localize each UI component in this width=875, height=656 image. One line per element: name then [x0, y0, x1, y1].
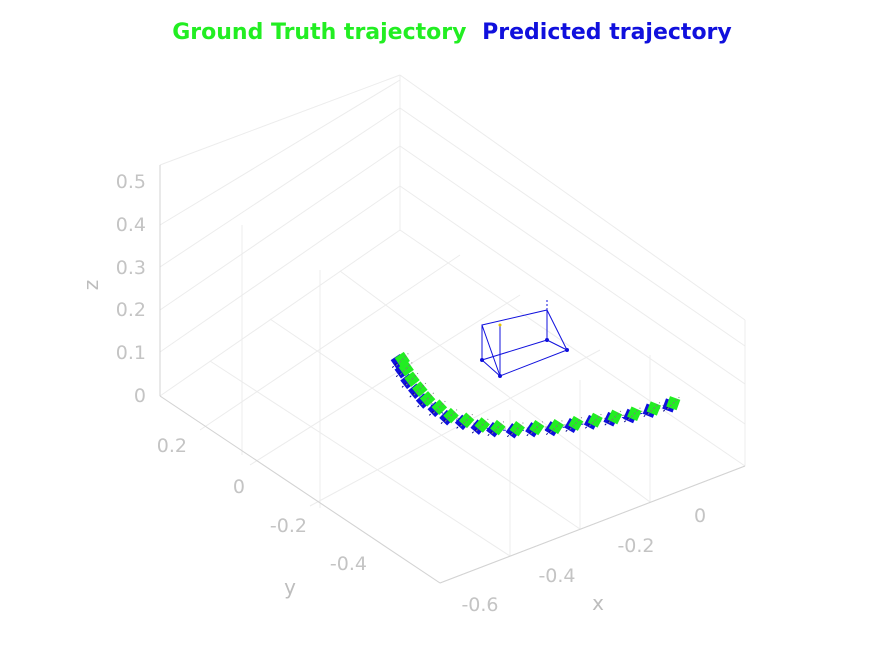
z-tick: 0.1: [116, 342, 146, 364]
x-tick: -0.6: [461, 594, 498, 616]
ground-truth-point: [509, 421, 525, 437]
ground-truth-point: [431, 399, 448, 415]
ground-truth-point: [404, 371, 420, 387]
z-tick: 0.3: [116, 257, 146, 279]
title-predicted: Predicted trajectory: [482, 20, 732, 45]
ground-truth-point: [474, 417, 490, 433]
chart-title: Ground Truth trajectory Predicted trajec…: [172, 20, 732, 45]
x-tick: 0: [694, 505, 706, 527]
y-tick: -0.2: [270, 515, 307, 537]
ground-truth-point: [394, 351, 410, 368]
ground-truth-point: [529, 419, 545, 436]
ground-truth-point: [627, 406, 642, 422]
ground-truth-point: [458, 412, 475, 429]
title-ground-truth: Ground Truth trajectory: [172, 20, 466, 45]
z-tick: 0.4: [116, 214, 146, 236]
ground-truth-point: [419, 391, 436, 407]
camera-frustum: [480, 300, 569, 378]
z-tick: 0: [134, 385, 146, 407]
x-axis-label: x: [592, 591, 604, 615]
ground-truth-point: [587, 412, 603, 428]
ground-truth-point: [666, 396, 681, 411]
ground-truth-point: [568, 415, 584, 431]
x-axis-ticks: -0.6 -0.4 -0.2 0: [461, 505, 706, 616]
ground-truth-point: [548, 419, 564, 435]
y-axis-label: y: [284, 575, 296, 599]
z-tick: 0.5: [116, 171, 146, 193]
ground-truth-point: [607, 409, 623, 425]
z-axis-label: z: [79, 280, 103, 291]
grid-lines: [159, 74, 746, 584]
ground-truth-point: [443, 407, 459, 424]
y-tick: 0.2: [157, 435, 187, 457]
ground-truth-point: [490, 419, 506, 436]
x-tick: -0.4: [538, 565, 575, 587]
y-tick: -0.4: [330, 553, 367, 575]
axes: [159, 165, 746, 584]
trajectory-markers: [390, 351, 681, 439]
z-axis-ticks: 0 0.1 0.2 0.3 0.4 0.5: [116, 171, 146, 407]
x-tick: -0.2: [617, 535, 654, 557]
ground-truth-point: [646, 401, 661, 416]
y-tick: 0: [233, 476, 245, 498]
y-axis-ticks: 0.2 0 -0.2 -0.4: [157, 435, 367, 575]
ground-truth-point: [412, 381, 428, 397]
z-tick: 0.2: [116, 299, 146, 321]
